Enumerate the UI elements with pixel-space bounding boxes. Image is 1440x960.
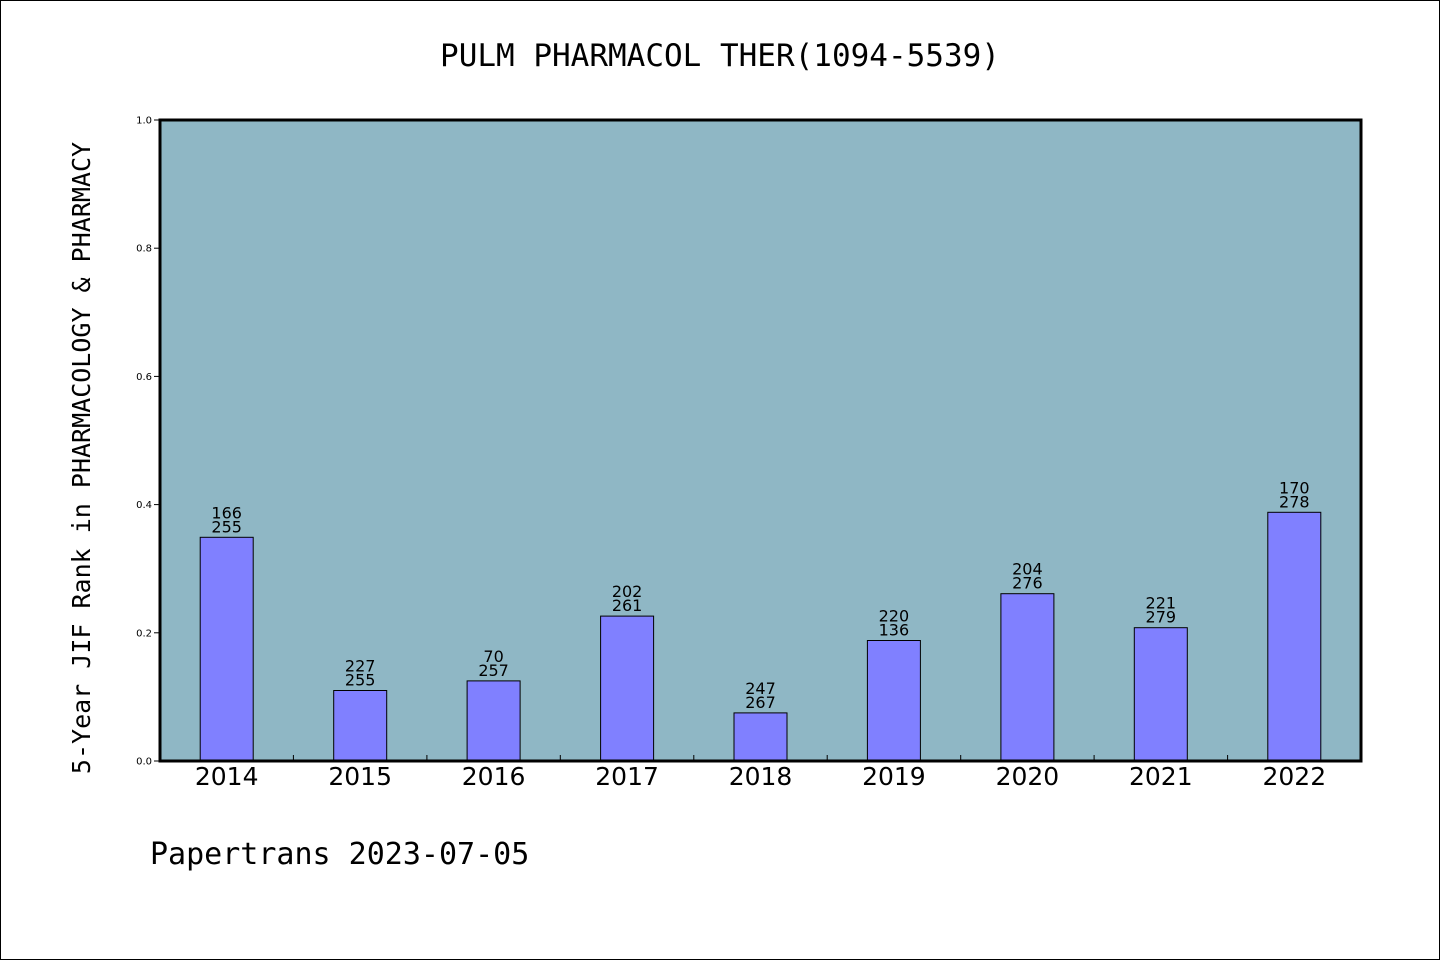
data-label-top-2022: 170 [1279,478,1310,497]
data-label-bottom-2019: 136 [879,621,910,640]
data-label-top-2020: 204 [1012,560,1043,579]
bar-2017 [600,615,655,762]
y-axis-label: 5-Year JIF Rank in PHARMACOLOGY & PHARMA… [67,142,96,774]
data-label-top-2014: 166 [211,503,242,522]
footer-stamp: Papertrans 2023-07-05 [150,837,529,872]
data-label-bottom-2016: 257 [478,661,509,680]
data-label-bottom-2014: 255 [211,517,242,536]
x-tick-label-2014: 2014 [195,762,259,791]
bar-2016 [466,680,521,762]
y-tick-label-5: 1.0 [136,116,152,127]
bar-2022 [1267,511,1322,762]
y-tick-label-2: 0.4 [136,500,152,511]
data-label-bottom-2022: 278 [1279,492,1310,511]
y-axis-ticks: 0.0 0.2 0.4 0.6 0.8 1.0 [136,116,160,768]
data-label-bottom-2021: 279 [1146,608,1177,627]
bar-2018 [733,712,788,762]
y-tick-label-0: 0.0 [136,757,152,768]
data-label-bottom-2020: 276 [1012,574,1043,593]
data-label-bottom-2018: 267 [745,693,776,712]
y-tick-label-4: 0.8 [136,244,152,255]
data-label-top-2021: 221 [1146,594,1177,613]
x-tick-label-2021: 2021 [1129,762,1193,791]
x-tick-label-2019: 2019 [862,762,926,791]
x-tick-label-2016: 2016 [462,762,526,791]
data-label-top-2017: 202 [612,582,643,601]
bar-2021 [1133,627,1188,762]
x-tick-label-2017: 2017 [595,762,659,791]
data-label-top-2016: 70 [483,647,503,666]
bar-2014 [199,536,254,762]
x-tick-label-2018: 2018 [729,762,793,791]
x-tick-label-2022: 2022 [1262,762,1326,791]
bar-2019 [866,640,921,762]
x-axis-ticks: 2014 2015 2016 2017 2018 2019 2020 2021 2022 [195,755,1326,791]
data-label-top-2018: 247 [745,679,776,698]
data-label-bottom-2017: 261 [612,596,643,615]
bars-layer [199,511,1322,762]
bar-2015 [333,690,388,762]
bar-2020 [1000,593,1055,762]
y-tick-label-1: 0.2 [136,628,152,639]
chart-title: PULM PHARMACOL THER(1094-5539) [440,38,1000,74]
x-tick-label-2015: 2015 [328,762,392,791]
data-label-bottom-2015: 255 [345,671,376,690]
y-tick-label-3: 0.6 [136,372,152,383]
data-labels-layer: 1662552272557025720226124726722013620427… [211,478,1309,712]
data-label-top-2019: 220 [879,607,910,626]
plot-border [158,118,1363,763]
x-tick-label-2020: 2020 [996,762,1060,791]
data-label-top-2015: 227 [345,657,376,676]
